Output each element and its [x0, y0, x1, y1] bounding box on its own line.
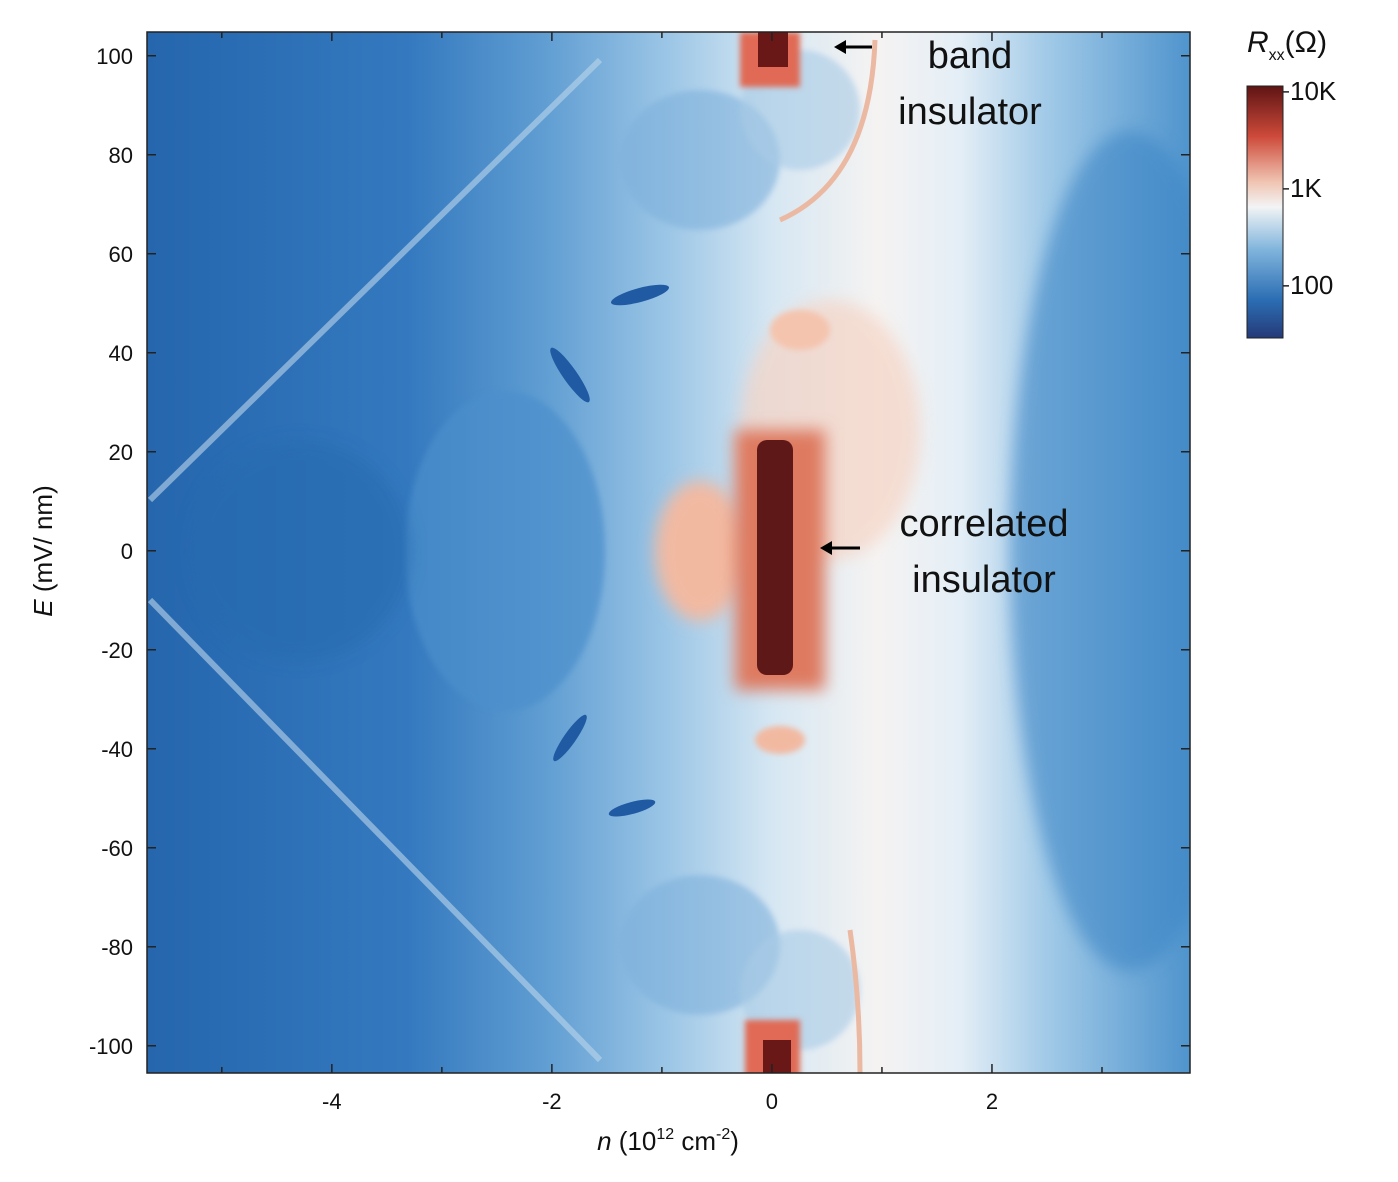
annotation-text: band: [928, 35, 1013, 77]
x-tick-label: -4: [322, 1089, 342, 1114]
cb-label-unit: (Ω): [1285, 26, 1327, 59]
x-label-part: (10: [612, 1126, 657, 1156]
y-tick-label: 0: [121, 539, 133, 564]
x-label-sup: 12: [656, 1126, 674, 1143]
y-tick-label: -100: [89, 1034, 133, 1059]
y-tick-label: -40: [101, 737, 133, 762]
annotation-band: band insulator: [834, 35, 1042, 133]
annotation-text: insulator: [912, 559, 1056, 601]
colorbar-tick-label: 100: [1290, 270, 1333, 300]
colorbar-label: Rxx(Ω): [1247, 26, 1327, 64]
colorbar-tick-label: 1K: [1290, 173, 1322, 203]
colorbar: [1246, 85, 1284, 339]
colorbar-ticks: 10K 1K 100: [1283, 76, 1337, 300]
colorbar-tick-label: 10K: [1290, 76, 1337, 106]
y-label-var: E: [28, 599, 58, 617]
y-label-part: (mV/ nm): [28, 485, 58, 599]
x-axis-label: n (1012 cm-2): [597, 1126, 739, 1156]
y-tick-label: 100: [96, 44, 133, 69]
y-tick-label: 20: [109, 440, 133, 465]
y-tick-label: 60: [109, 242, 133, 267]
x-tick-label: 2: [986, 1089, 998, 1114]
y-tick-label: 40: [109, 341, 133, 366]
annotation-text: correlated: [900, 503, 1069, 545]
cb-label-var: R: [1247, 26, 1269, 59]
y-tick-label: 80: [109, 143, 133, 168]
annotation-text: insulator: [898, 91, 1042, 133]
x-tick-label: 0: [766, 1089, 778, 1114]
x-tick-label: -2: [542, 1089, 562, 1114]
x-label-part: cm: [674, 1126, 716, 1156]
x-label-part: ): [730, 1126, 739, 1156]
y-axis-label: E (mV/ nm): [28, 485, 58, 616]
annotation-correlated: correlated insulator: [820, 503, 1068, 601]
y-tick-label: -60: [101, 836, 133, 861]
y-tick-label: -80: [101, 935, 133, 960]
x-label-var: n: [597, 1126, 611, 1156]
heatmap-image: [147, 32, 1190, 1073]
cb-label-sub: xx: [1269, 47, 1285, 64]
x-label-sup: -2: [716, 1126, 730, 1143]
plot-frame: [146, 31, 1191, 1074]
y-tick-label: -20: [101, 638, 133, 663]
